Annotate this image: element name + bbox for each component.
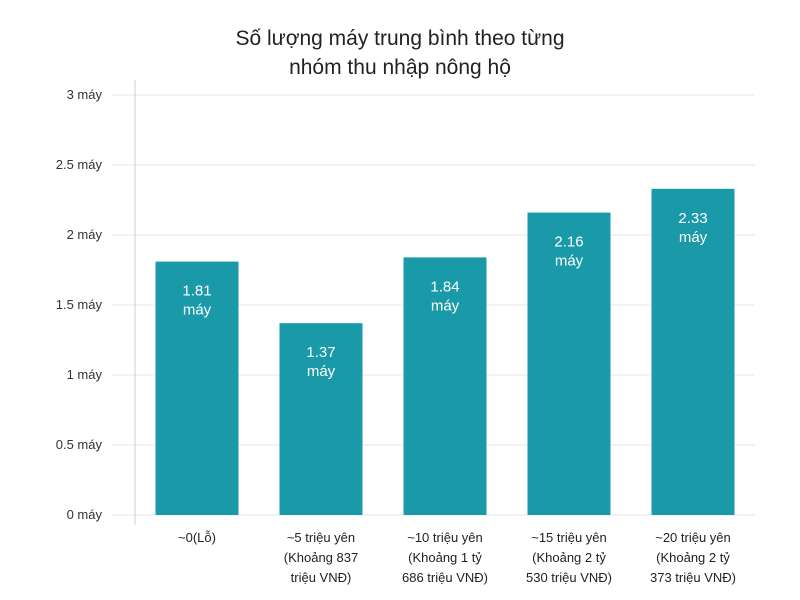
data-label: máy <box>679 229 708 246</box>
x-tick-label: (Khoảng 2 tỷ <box>656 550 730 565</box>
x-tick-label: 686 triệu VNĐ) <box>402 570 488 585</box>
y-tick-label: 0.5 máy <box>56 437 103 452</box>
bar <box>279 323 363 515</box>
data-label: máy <box>307 363 336 380</box>
data-label: máy <box>555 253 584 270</box>
x-tick-label: triệu VNĐ) <box>291 570 352 585</box>
bar <box>155 261 239 515</box>
bar <box>403 257 487 515</box>
y-tick-label: 1.5 máy <box>56 297 103 312</box>
data-labels: 1.81 máy 1.37 máy 1.84 máy 2.16 máy 2.33 máy <box>182 210 707 380</box>
x-axis-ticks: ~0(Lỗ) ~5 triệu yên (Khoảng 837 triệu VNĐ) ~… <box>178 530 736 585</box>
x-tick-label: ~10 triệu yên <box>407 530 483 545</box>
x-tick-label: ~15 triệu yên <box>531 530 607 545</box>
data-label: 2.16 <box>554 234 583 251</box>
y-tick-label: 0 máy <box>67 507 103 522</box>
x-tick-label: 373 triệu VNĐ) <box>650 570 736 585</box>
bar <box>527 212 611 515</box>
data-label: 1.84 <box>430 278 459 295</box>
data-label: 1.37 <box>306 344 335 361</box>
data-label: 1.81 <box>182 283 211 300</box>
data-label: máy <box>183 302 212 319</box>
y-tick-label: 2 máy <box>67 227 103 242</box>
y-axis-ticks: 0 máy 0.5 máy 1 máy 1.5 máy 2 máy 2.5 máy 3 má… <box>56 87 103 522</box>
bars <box>155 188 735 516</box>
x-tick-label: ~20 triệu yên <box>655 530 731 545</box>
chart-title-line: Số lượng máy trung bình theo từng <box>235 27 564 50</box>
y-tick-label: 1 máy <box>67 367 103 382</box>
x-tick-label: (Khoảng 2 tỷ <box>532 550 606 565</box>
x-tick-label: (Khoảng 1 tỷ <box>408 550 482 565</box>
y-tick-label: 2.5 máy <box>56 157 103 172</box>
bar <box>651 188 735 516</box>
data-label: 2.33 <box>678 210 707 227</box>
y-tick-label: 3 máy <box>67 87 103 102</box>
x-tick-label: (Khoảng 837 <box>284 550 358 565</box>
data-label: máy <box>431 297 460 314</box>
chart-title-line: nhóm thu nhập nông hộ <box>289 56 511 79</box>
x-tick-label: ~5 triệu yên <box>287 530 355 545</box>
chart-title: Số lượng máy trung bình theo từng nhóm th… <box>235 27 564 79</box>
x-tick-label: ~0(Lỗ) <box>178 530 216 545</box>
x-tick-label: 530 triệu VNĐ) <box>526 570 612 585</box>
